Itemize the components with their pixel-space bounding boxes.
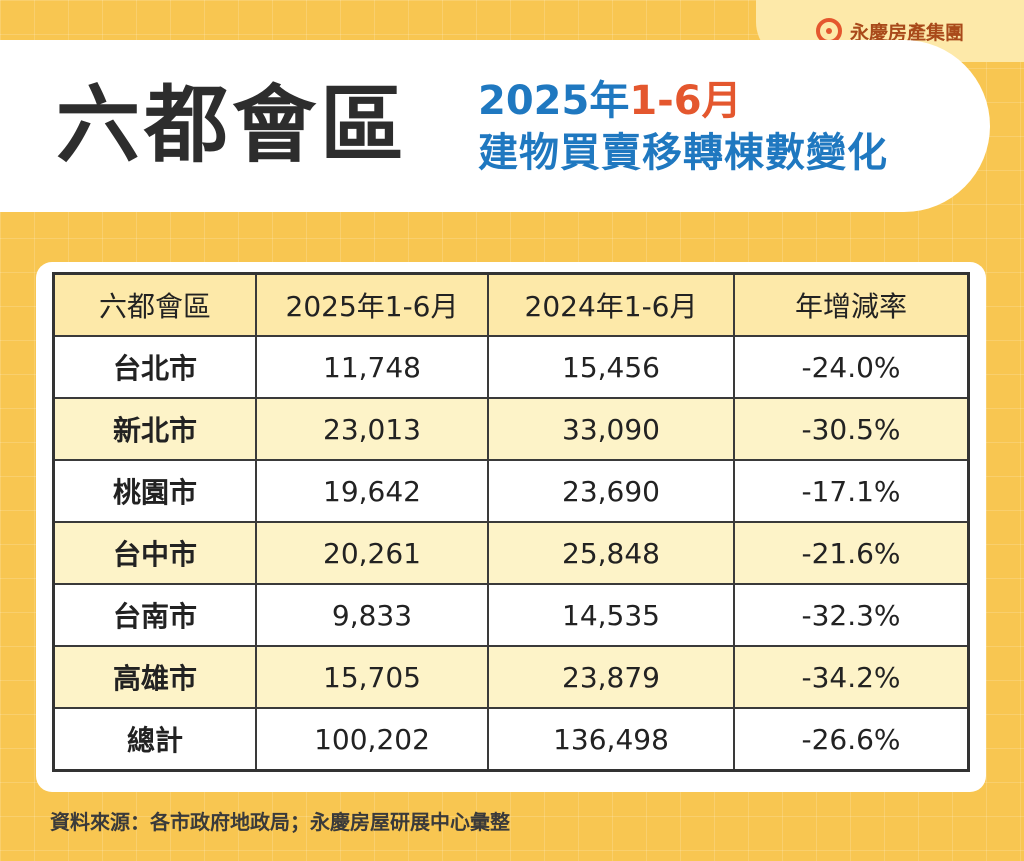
column-header-2025: 2025年1-6月 — [255, 272, 489, 337]
value-2025-cell: 9,833 — [255, 583, 489, 647]
city-cell: 台北市 — [52, 335, 257, 399]
city-cell: 桃園市 — [52, 459, 257, 523]
change-cell: -34.2% — [733, 645, 970, 709]
change-cell: -17.1% — [733, 459, 970, 523]
table-row: 桃園市 19,642 23,690 -17.1% — [52, 459, 970, 523]
table-row: 高雄市 15,705 23,879 -34.2% — [52, 645, 970, 709]
value-2025-cell: 11,748 — [255, 335, 489, 399]
city-cell: 高雄市 — [52, 645, 257, 709]
city-cell: 新北市 — [52, 397, 257, 461]
value-2025-cell: 20,261 — [255, 521, 489, 585]
table-row: 台中市 20,261 25,848 -21.6% — [52, 521, 970, 585]
table-card: 六都會區 2025年1-6月 2024年1-6月 年增減率 台北市 11,748… — [36, 262, 986, 792]
change-cell: -30.5% — [733, 397, 970, 461]
subtitle-period: 2025年1-6月 — [478, 76, 742, 126]
source-note: 資料來源：各市政府地政局；永慶房屋研展中心彙整 — [50, 810, 510, 834]
total-label-cell: 總計 — [52, 707, 257, 772]
city-cell: 台南市 — [52, 583, 257, 647]
value-2025-cell: 19,642 — [255, 459, 489, 523]
total-change-cell: -26.6% — [733, 707, 970, 772]
value-2024-cell: 23,690 — [487, 459, 735, 523]
table-header-row: 六都會區 2025年1-6月 2024年1-6月 年增減率 — [52, 272, 970, 337]
table-row: 新北市 23,013 33,090 -30.5% — [52, 397, 970, 461]
total-2025-cell: 100,202 — [255, 707, 489, 772]
table-row: 台南市 9,833 14,535 -32.3% — [52, 583, 970, 647]
page-title: 六都會區 — [56, 76, 409, 174]
table-row: 台北市 11,748 15,456 -24.0% — [52, 335, 970, 399]
value-2025-cell: 15,705 — [255, 645, 489, 709]
city-cell: 台中市 — [52, 521, 257, 585]
column-header-city: 六都會區 — [52, 272, 257, 337]
transfer-table: 六都會區 2025年1-6月 2024年1-6月 年增減率 台北市 11,748… — [52, 272, 970, 772]
change-cell: -32.3% — [733, 583, 970, 647]
total-2024-cell: 136,498 — [487, 707, 735, 772]
change-cell: -24.0% — [733, 335, 970, 399]
subtitle-topic: 建物買賣移轉棟數變化 — [478, 130, 888, 176]
change-cell: -21.6% — [733, 521, 970, 585]
subtitle-range: 1-6月 — [629, 78, 742, 124]
column-header-2024: 2024年1-6月 — [487, 272, 735, 337]
value-2025-cell: 23,013 — [255, 397, 489, 461]
brand-name: 永慶房產集團 — [849, 21, 964, 44]
value-2024-cell: 25,848 — [487, 521, 735, 585]
value-2024-cell: 23,879 — [487, 645, 735, 709]
value-2024-cell: 14,535 — [487, 583, 735, 647]
value-2024-cell: 33,090 — [487, 397, 735, 461]
table-total-row: 總計 100,202 136,498 -26.6% — [52, 707, 970, 772]
header-band — [0, 40, 990, 212]
value-2024-cell: 15,456 — [487, 335, 735, 399]
column-header-change: 年增減率 — [733, 272, 970, 337]
subtitle-year: 2025年 — [478, 78, 630, 124]
